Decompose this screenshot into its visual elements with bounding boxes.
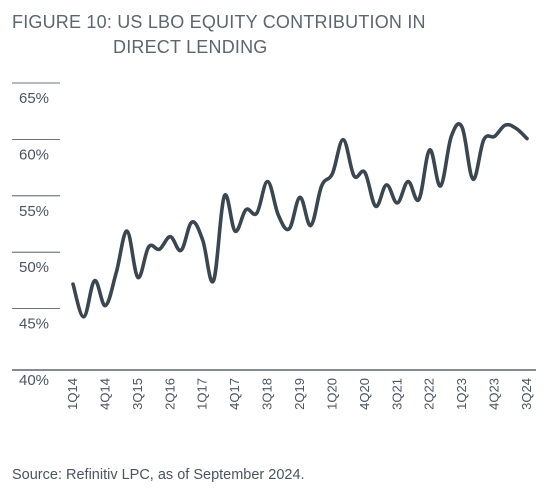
chart-title-line1: FIGURE 10: US LBO EQUITY CONTRIBUTION IN [12, 12, 426, 32]
y-tick-label: 55% [19, 203, 49, 220]
x-tick-label: 2Q22 [422, 378, 437, 410]
source-note: Source: Refinitiv LPC, as of September 2… [12, 467, 305, 483]
x-tick-label: 2Q19 [292, 378, 307, 410]
y-tick-label: 45% [19, 316, 49, 333]
x-tick-label: 4Q14 [97, 378, 112, 410]
x-tick-label: 1Q14 [65, 378, 80, 410]
chart-title-line2: DIRECT LENDING [113, 37, 268, 57]
y-tick-label: 65% [19, 90, 49, 107]
series-line [71, 122, 529, 319]
x-tick-label: 1Q20 [324, 378, 339, 410]
y-tick-label: 60% [19, 146, 49, 163]
y-tick-label: 50% [19, 259, 49, 276]
x-tick-label: 3Q24 [519, 378, 534, 410]
x-tick-label: 1Q17 [195, 378, 210, 410]
y-tick-label: 40% [19, 372, 49, 389]
x-tick-label: 4Q20 [357, 378, 372, 410]
x-tick-label: 2Q16 [162, 378, 177, 410]
x-tick-label: 3Q18 [260, 378, 275, 410]
chart-title: FIGURE 10: US LBO EQUITY CONTRIBUTION IN… [12, 10, 426, 60]
x-tick-label: 4Q17 [227, 378, 242, 410]
x-tick-label: 4Q23 [487, 378, 502, 410]
x-tick-label: 1Q23 [454, 378, 469, 410]
x-tick-label: 3Q15 [130, 378, 145, 410]
x-tick-label: 3Q21 [389, 378, 404, 410]
